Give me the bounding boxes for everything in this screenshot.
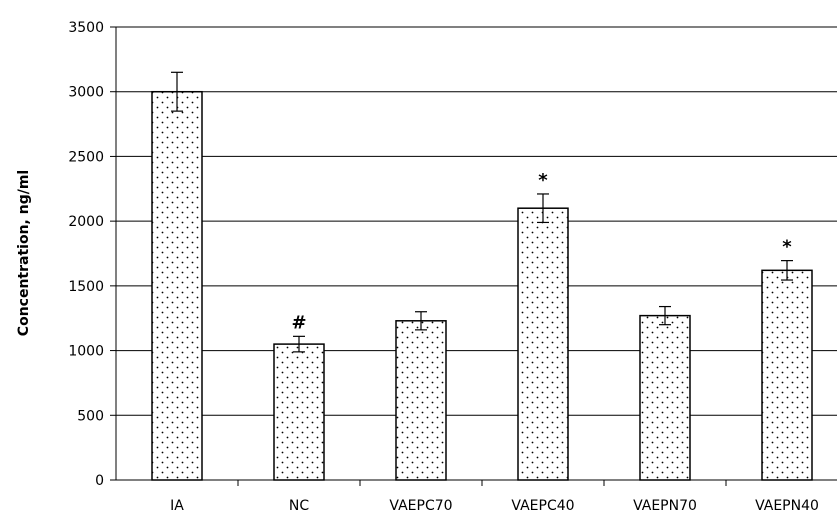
bar-vaepn40 [761, 269, 813, 481]
bar-ia [151, 90, 203, 481]
y-tick-label: 2500 [68, 149, 104, 165]
x-tick-label: VAEPN40 [755, 498, 819, 514]
y-tick-label: 1000 [68, 344, 104, 360]
y-tick-label: 3500 [68, 20, 104, 36]
error-bars [171, 71, 793, 353]
y-axis-label: Concentration, ng/ml [16, 170, 32, 336]
x-tick-label: VAEPN70 [633, 498, 697, 514]
y-tick-label: 1500 [68, 279, 104, 295]
significance-marker: # [291, 312, 306, 333]
bar-vaepc40 [517, 207, 569, 481]
significance-marker: * [782, 237, 792, 258]
y-tick-label: 2000 [68, 214, 104, 230]
x-tick-label: IA [170, 498, 184, 514]
axes [115, 27, 837, 481]
significance-marker: * [538, 170, 548, 191]
annotations: # * * [291, 170, 792, 333]
bar-nc [273, 343, 325, 481]
x-tick-label: NC [289, 498, 309, 514]
y-tick-label: 500 [77, 408, 104, 424]
y-tick-label: 3000 [68, 85, 104, 101]
x-tick-labels: IA NC VAEPC70 VAEPC40 VAEPN70 VAEPN40 [170, 480, 819, 514]
y-tick-label: 0 [95, 473, 104, 489]
gridlines [116, 26, 837, 416]
y-tick-labels: 0 500 1000 1500 2000 2500 3000 3500 [68, 20, 116, 489]
x-tick-label: VAEPC70 [389, 498, 452, 514]
x-tick-label: VAEPC40 [511, 498, 574, 514]
bar-vaepc70 [395, 320, 447, 481]
bar-vaepn70 [639, 314, 691, 481]
bars [151, 90, 813, 481]
